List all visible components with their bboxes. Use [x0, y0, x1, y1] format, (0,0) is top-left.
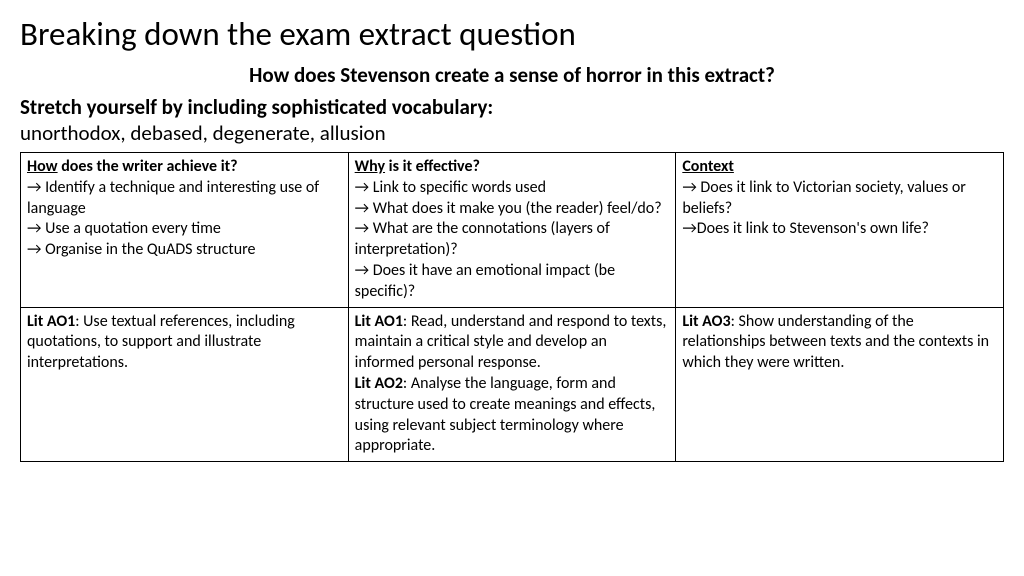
bullet: →Does it link to Stevenson's own life?	[682, 219, 997, 240]
bullet: → Use a quotation every time	[27, 219, 342, 240]
stretch-label: Stretch yourself by including sophistica…	[20, 94, 1004, 120]
header-prefix: Context	[682, 157, 734, 176]
cell-ao-why: Lit AO1: Read, understand and respond to…	[348, 307, 676, 462]
col-header: How does the writer achieve it?	[27, 157, 342, 178]
cell-context: Context → Does it link to Victorian soci…	[676, 153, 1004, 308]
cell-why: Why is it effective? → Link to specific …	[348, 153, 676, 308]
bullet: → Does it have an emotional impact (be s…	[355, 261, 670, 303]
cell-how: How does the writer achieve it? → Identi…	[21, 153, 349, 308]
ao-label: Lit AO1	[355, 312, 403, 331]
table-row: Lit AO1: Use textual references, includi…	[21, 307, 1004, 462]
col-header: Why is it effective?	[355, 157, 670, 178]
ao-label: Lit AO3	[682, 312, 730, 331]
cell-ao-how: Lit AO1: Use textual references, includi…	[21, 307, 349, 462]
page-title: Breaking down the exam extract question	[20, 14, 1004, 54]
ao-label: Lit AO2	[355, 374, 403, 393]
bullet: → Link to specific words used	[355, 178, 670, 199]
header-prefix: How	[27, 157, 58, 176]
cell-ao-context: Lit AO3: Show understanding of the relat…	[676, 307, 1004, 462]
header-rest: is it effective?	[385, 157, 480, 176]
vocabulary-list: unorthodox, debased, degenerate, allusio…	[20, 120, 1004, 146]
ao-label: Lit AO1	[27, 312, 75, 331]
col-header: Context	[682, 157, 997, 178]
bullet: → Does it link to Victorian society, val…	[682, 178, 997, 220]
header-rest: does the writer achieve it?	[58, 157, 238, 176]
breakdown-table: How does the writer achieve it? → Identi…	[20, 152, 1004, 462]
bullet: → What does it make you (the reader) fee…	[355, 199, 670, 220]
header-prefix: Why	[355, 157, 385, 176]
exam-question: How does Stevenson create a sense of hor…	[20, 62, 1004, 88]
bullet: → What are the connotations (layers of i…	[355, 219, 670, 261]
bullet: → Identify a technique and interesting u…	[27, 178, 342, 220]
table-row: How does the writer achieve it? → Identi…	[21, 153, 1004, 308]
bullet: → Organise in the QuADS structure	[27, 240, 342, 261]
